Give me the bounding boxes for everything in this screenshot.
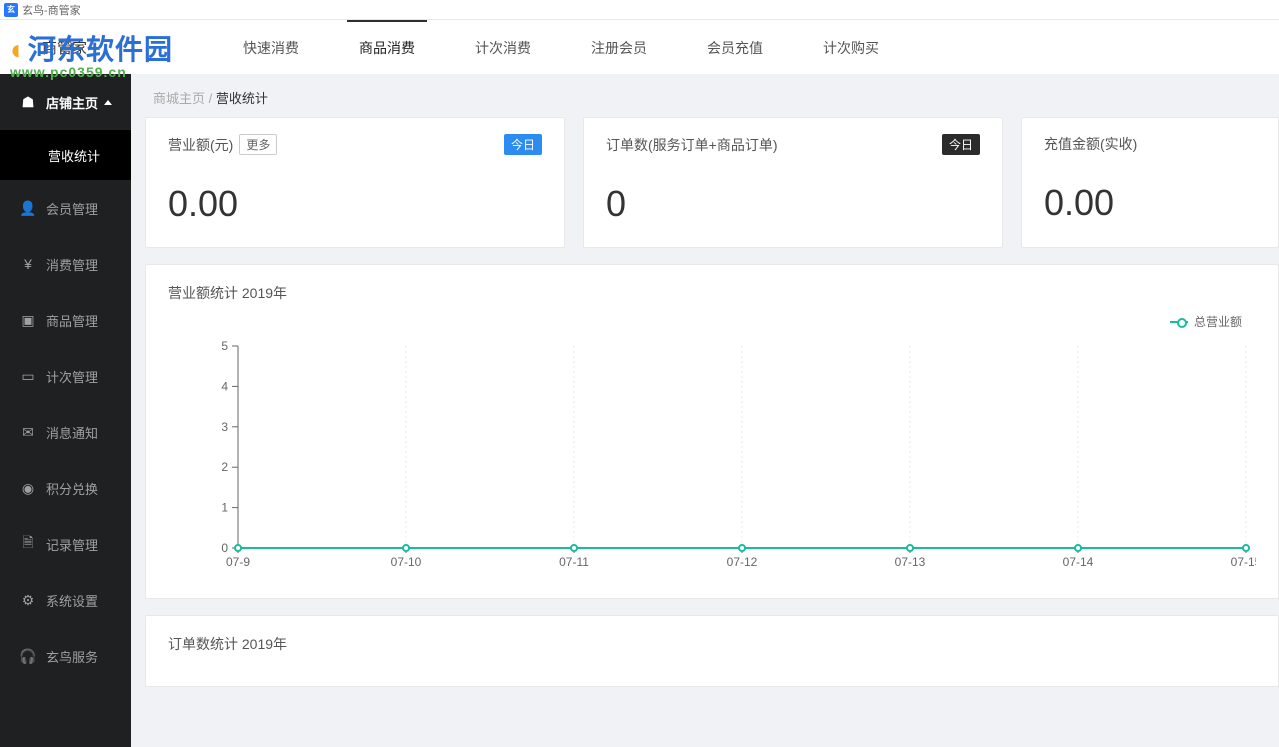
- svg-text:3: 3: [221, 420, 228, 434]
- window-title: 玄鸟-商管家: [22, 2, 81, 18]
- sidebar-item-label: 记录管理: [46, 535, 98, 554]
- tab-register-member[interactable]: 注册会员: [579, 20, 659, 74]
- sidebar-item-member[interactable]: 👤 会员管理: [0, 180, 131, 236]
- brand-label: 商管家: [42, 37, 87, 58]
- card-topup: 充值金额(实收) 0.00: [1021, 117, 1279, 248]
- brand: 商管家: [0, 20, 131, 74]
- store-icon: ☗: [20, 94, 36, 111]
- sidebar-item-label: 商品管理: [46, 311, 98, 330]
- user-icon: 👤: [20, 200, 36, 217]
- app-icon: 玄: [4, 3, 18, 17]
- gear-icon: ⚙: [20, 592, 36, 609]
- sidebar-item-service[interactable]: 🎧 玄鸟服务: [0, 628, 131, 684]
- sidebar-item-label: 系统设置: [46, 591, 98, 610]
- breadcrumb-root[interactable]: 商城主页: [153, 91, 205, 106]
- card-orders-title: 订单数(服务订单+商品订单): [606, 135, 778, 155]
- headset-icon: 🎧: [20, 648, 36, 665]
- card-icon: ▭: [20, 368, 36, 385]
- tab-count-purchase[interactable]: 计次购买: [811, 20, 891, 74]
- revenue-chart-panel: 营业额统计 2019年 总营业额 0 1 2 3 4 5 07-9 07-10 07-11 07-…: [145, 264, 1279, 599]
- svg-text:2: 2: [221, 460, 228, 474]
- coin-icon: ◉: [20, 480, 36, 497]
- card-topup-title: 充值金额(实收): [1044, 134, 1137, 154]
- sidebar-item-label: 积分兑换: [46, 479, 98, 498]
- sidebar-item-label: 消费管理: [46, 255, 98, 274]
- tab-product-consume[interactable]: 商品消费: [347, 20, 427, 74]
- sidebar-item-label: 玄鸟服务: [46, 647, 98, 666]
- sidebar-item-product[interactable]: ▣ 商品管理: [0, 292, 131, 348]
- box-icon: ▣: [20, 312, 36, 329]
- chart-legend: 总营业额: [168, 313, 1256, 330]
- sidebar-item-label: 消息通知: [46, 423, 98, 442]
- sidebar-item-consume[interactable]: ¥ 消费管理: [0, 236, 131, 292]
- today-badge[interactable]: 今日: [942, 134, 980, 155]
- more-button[interactable]: 更多: [239, 134, 277, 155]
- card-topup-value: 0.00: [1044, 182, 1256, 224]
- window-titlebar: 玄 玄鸟-商管家: [0, 0, 1279, 20]
- sidebar-item-label: 会员管理: [46, 199, 98, 218]
- svg-text:07-12: 07-12: [727, 555, 758, 569]
- legend-label: 总营业额: [1194, 313, 1242, 330]
- sidebar-item-points[interactable]: ◉ 积分兑换: [0, 460, 131, 516]
- sidebar-section-store-home[interactable]: ☗ 店铺主页: [0, 74, 131, 130]
- svg-text:07-10: 07-10: [391, 555, 422, 569]
- svg-text:07-11: 07-11: [559, 555, 589, 569]
- svg-text:07-15: 07-15: [1231, 555, 1256, 569]
- orders-chart-title: 订单数统计 2019年: [168, 634, 1256, 654]
- breadcrumb-sep: /: [209, 91, 213, 106]
- card-orders-value: 0: [606, 183, 980, 225]
- sidebar-item-label: 营收统计: [48, 146, 100, 165]
- top-tabs: 快速消费 商品消费 计次消费 注册会员 会员充值 计次购买: [213, 20, 909, 74]
- yen-icon: ¥: [20, 256, 36, 272]
- card-revenue-title: 营业额(元): [168, 135, 233, 155]
- card-revenue-value: 0.00: [168, 183, 542, 225]
- chevron-up-icon: [104, 100, 112, 105]
- sidebar: ☗ 店铺主页 营收统计 👤 会员管理 ¥ 消费管理 ▣ 商品管理 ▭ 计次管理: [0, 74, 131, 747]
- revenue-chart: 0 1 2 3 4 5 07-9 07-10 07-11 07-12 07-13 07-14 07-15: [168, 336, 1256, 576]
- sidebar-item-label: 计次管理: [46, 367, 98, 386]
- breadcrumb: 商城主页 / 营收统计: [131, 74, 1279, 117]
- svg-text:5: 5: [221, 339, 228, 353]
- sidebar-section-label: 店铺主页: [46, 93, 98, 112]
- card-revenue: 营业额(元) 更多 今日 0.00: [145, 117, 565, 248]
- svg-text:1: 1: [221, 501, 228, 515]
- today-badge[interactable]: 今日: [504, 134, 542, 155]
- sidebar-item-revenue-stats[interactable]: 营收统计: [0, 130, 131, 180]
- revenue-chart-title: 营业额统计 2019年: [168, 283, 1256, 303]
- sidebar-item-count[interactable]: ▭ 计次管理: [0, 348, 131, 404]
- card-orders: 订单数(服务订单+商品订单) 今日 0: [583, 117, 1003, 248]
- content-area: 商城主页 / 营收统计 营业额(元) 更多 今日 0.00: [131, 74, 1279, 747]
- tab-quick-consume[interactable]: 快速消费: [231, 20, 311, 74]
- mail-icon: ✉: [20, 424, 36, 441]
- header: 商管家 快速消费 商品消费 计次消费 注册会员 会员充值 计次购买: [0, 20, 1279, 74]
- sidebar-item-records[interactable]: 🗎 记录管理: [0, 516, 131, 572]
- svg-text:07-14: 07-14: [1063, 555, 1094, 569]
- svg-text:4: 4: [221, 379, 228, 393]
- svg-text:07-13: 07-13: [895, 555, 926, 569]
- tab-count-consume[interactable]: 计次消费: [463, 20, 543, 74]
- svg-text:07-9: 07-9: [226, 555, 250, 569]
- orders-chart-panel: 订单数统计 2019年: [145, 615, 1279, 687]
- sidebar-item-settings[interactable]: ⚙ 系统设置: [0, 572, 131, 628]
- sidebar-item-message[interactable]: ✉ 消息通知: [0, 404, 131, 460]
- tab-member-topup[interactable]: 会员充值: [695, 20, 775, 74]
- legend-marker-icon: [1170, 321, 1188, 323]
- doc-icon: 🗎: [20, 532, 36, 556]
- breadcrumb-current: 营收统计: [216, 91, 268, 106]
- svg-text:0: 0: [221, 541, 228, 555]
